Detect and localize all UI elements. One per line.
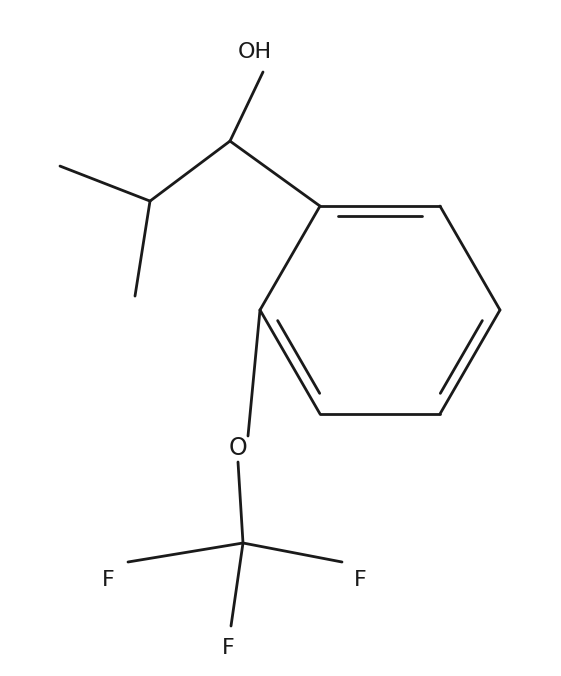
Text: F: F xyxy=(102,570,114,590)
Text: F: F xyxy=(222,638,234,658)
Text: O: O xyxy=(229,436,247,460)
Text: F: F xyxy=(353,570,366,590)
Text: OH: OH xyxy=(238,42,272,62)
